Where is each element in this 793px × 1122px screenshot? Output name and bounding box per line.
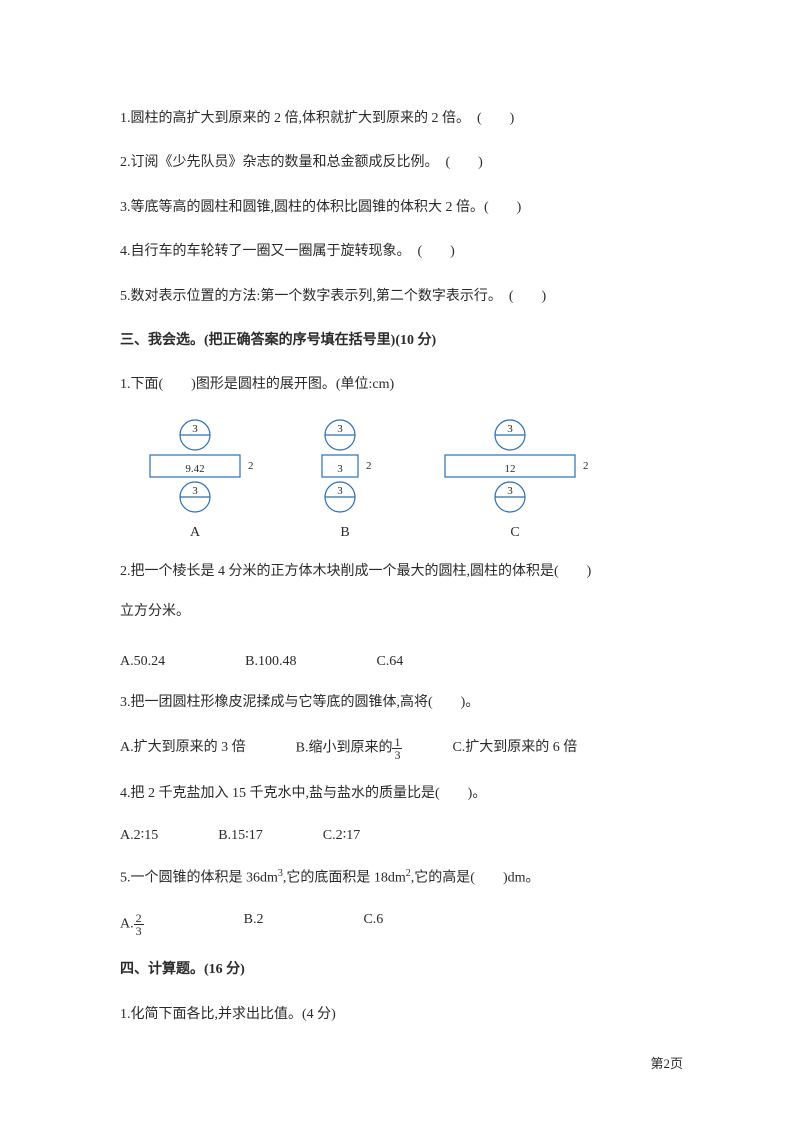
figC-label: C [510, 525, 519, 541]
s3-q3-optB: B.缩小到原来的13 [296, 736, 403, 761]
s3-q4-optB: B.15∶17 [218, 827, 262, 844]
frac-den: 3 [134, 925, 144, 937]
figA-rect-h: 2 [248, 460, 254, 472]
exam-page: 1.圆柱的高扩大到原来的 2 倍,体积就扩大到原来的 2 倍。 ( ) 2.订阅… [0, 0, 793, 1122]
s3-q2-options: A.50.24 B.100.48 C.64 [120, 654, 683, 670]
s3-q3-options: A.扩大到原来的 3 倍 B.缩小到原来的13 C.扩大到原来的 6 倍 [120, 736, 683, 761]
judge-q1: 1.圆柱的高扩大到原来的 2 倍,体积就扩大到原来的 2 倍。 ( ) [120, 108, 683, 130]
s3-q2-text1: 2.把一个棱长是 4 分米的正方体木块削成一个最大的圆柱,圆柱的体积是( ) [120, 561, 683, 583]
figC-top-d: 3 [507, 423, 513, 435]
judge-q2: 2.订阅《少先队员》杂志的数量和总金额成反比例。 ( ) [120, 152, 683, 174]
figB-bot-d: 3 [337, 485, 343, 497]
figure-b: 3 3 2 3 B [300, 419, 390, 541]
figC-rect-w: 12 [505, 463, 516, 475]
s3-q4-options: A.2∶15 B.15∶17 C.2∶17 [120, 827, 683, 844]
s3-q3-text: 3.把一团圆柱形橡皮泥揉成与它等底的圆锥体,高将( )。 [120, 692, 683, 714]
s3-q2-text2: 立方分米。 [120, 601, 683, 623]
cylinder-net-a: 3 9.42 2 3 [130, 419, 260, 519]
judge-q4: 4.自行车的车轮转了一圈又一圈属于旋转现象。 ( ) [120, 241, 683, 263]
s3-q5-optA: A.23 [120, 912, 144, 937]
figB-top-d: 3 [337, 423, 343, 435]
frac-num: 1 [392, 736, 402, 749]
figB-label: B [340, 525, 349, 541]
figA-top-d: 3 [192, 423, 198, 435]
cylinder-net-c: 3 12 2 3 [430, 419, 600, 519]
fraction-icon: 13 [392, 736, 402, 761]
figA-bot-d: 3 [192, 485, 198, 497]
figB-rect-w: 3 [337, 463, 343, 475]
fraction-icon: 23 [134, 912, 144, 937]
judge-q5: 5.数对表示位置的方法:第一个数字表示列,第二个数字表示行。 ( ) [120, 286, 683, 308]
section4-heading: 四、计算题。(16 分) [120, 959, 683, 981]
s3-q5-p1: 5.一个圆锥的体积是 36dm [120, 871, 278, 886]
s3-q4-optA: A.2∶15 [120, 827, 158, 844]
s3-q2-optC: C.64 [376, 654, 403, 670]
s3-q4-text: 4.把 2 千克盐加入 15 千克水中,盐与盐水的质量比是( )。 [120, 783, 683, 805]
s3-q2-optB: B.100.48 [245, 654, 296, 670]
frac-den: 3 [392, 749, 402, 761]
s3-q4-optC: C.2∶17 [323, 827, 360, 844]
s4-q1-text: 1.化简下面各比,并求出比值。(4 分) [120, 1004, 683, 1026]
s3-q1-text: 1.下面( )图形是圆柱的展开图。(单位:cm) [120, 374, 683, 396]
s3-q5-optC: C.6 [363, 912, 383, 937]
page-footer: 第2页 [650, 1053, 683, 1072]
section3-heading: 三、我会选。(把正确答案的序号填在括号里)(10 分) [120, 330, 683, 352]
figC-rect-h: 2 [583, 460, 589, 472]
figure-a: 3 9.42 2 3 A [130, 419, 260, 541]
s3-q5-p2: ,它的底面积是 18dm [283, 871, 406, 886]
figA-label: A [190, 525, 200, 541]
figure-c: 3 12 2 3 C [430, 419, 600, 541]
s3-q5-p3: ,它的高是( )dm。 [411, 871, 540, 886]
figC-bot-d: 3 [507, 485, 513, 497]
s3-q5-optB: B.2 [244, 912, 264, 937]
figA-rect-w: 9.42 [185, 463, 204, 475]
judge-q3: 3.等底等高的圆柱和圆锥,圆柱的体积比圆锥的体积大 2 倍。( ) [120, 197, 683, 219]
s3-q1-figures: 3 9.42 2 3 A 3 3 2 3 B [130, 419, 683, 541]
s3-q2-optA: A.50.24 [120, 654, 165, 670]
cylinder-net-b: 3 3 2 3 [300, 419, 390, 519]
s3-q3-optA: A.扩大到原来的 3 倍 [120, 736, 246, 761]
s3-q3-optC: C.扩大到原来的 6 倍 [452, 736, 577, 761]
s3-q5-options: A.23 B.2 C.6 [120, 912, 683, 937]
s3-q3-optB-prefix: B.缩小到原来的 [296, 741, 393, 756]
s3-q5-optA-prefix: A. [120, 917, 134, 932]
figB-rect-h: 2 [366, 460, 372, 472]
s3-q5-text: 5.一个圆锥的体积是 36dm3,它的底面积是 18dm2,它的高是( )dm。 [120, 866, 683, 890]
